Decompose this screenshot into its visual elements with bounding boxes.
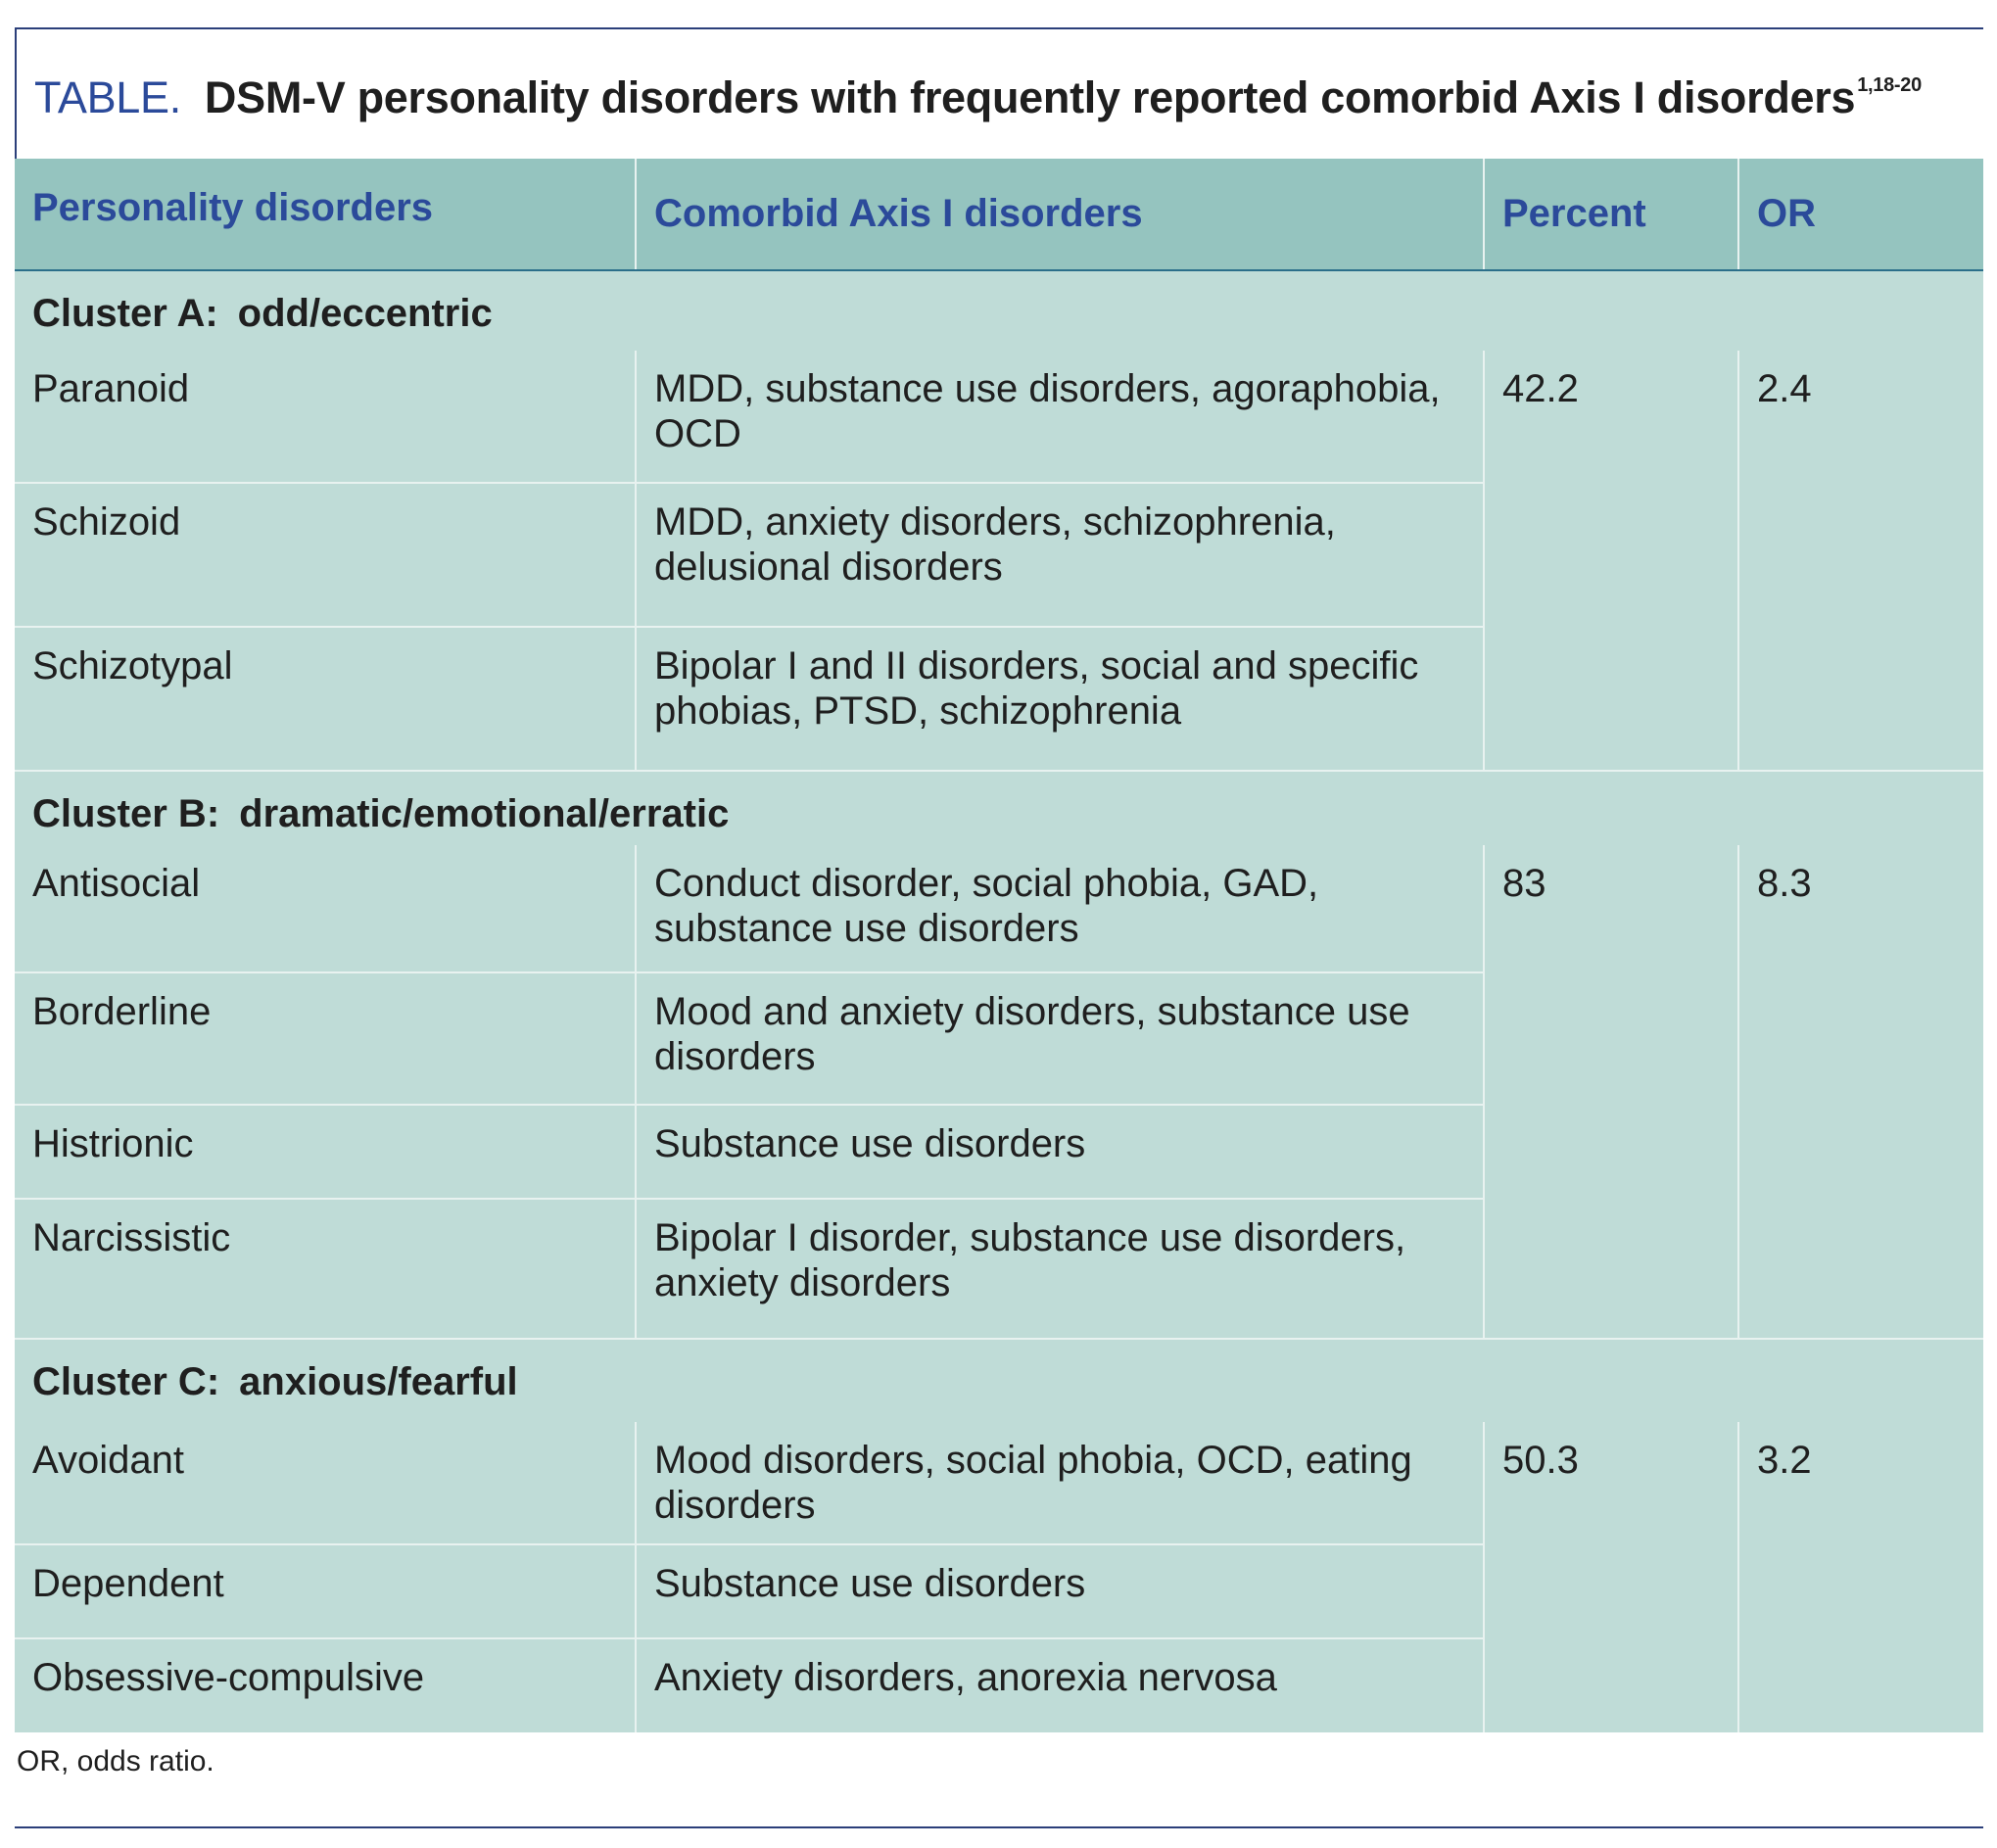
cluster-row-a: Cluster A: odd/eccentric — [15, 270, 1983, 351]
or-cell: 8.3 — [1738, 845, 1983, 1340]
comorbid-cell: Conduct disorder, social phobia, GAD, su… — [636, 845, 1485, 973]
table-row: Schizotypal Bipolar I and II disorders, … — [15, 627, 1983, 772]
header-personality-disorders: Personality disorders — [15, 159, 637, 271]
cluster-type: dramatic/emotional/erratic — [239, 792, 730, 835]
comorbidity-table: Personality disorders Comorbid Axis I di… — [15, 159, 1983, 1732]
cluster-row-c: Cluster C: anxious/fearful — [15, 1338, 1983, 1422]
disorder-cell: Dependent — [15, 1544, 637, 1639]
cluster-name: Cluster A: — [32, 292, 218, 335]
cluster-c-heading: Cluster C: anxious/fearful — [15, 1338, 1983, 1422]
percent-cell: 83 — [1484, 845, 1739, 1340]
table-row: Antisocial Conduct disorder, social phob… — [15, 845, 1983, 1340]
header-percent: Percent — [1484, 159, 1739, 271]
table-row: Paranoid MDD, substance use disorders, a… — [15, 351, 1983, 772]
header-comorbid: Comorbid Axis I disorders — [636, 159, 1485, 271]
title-box: TABLE. DSM-V personality disorders with f… — [15, 27, 1983, 159]
comorbid-cell: Mood and anxiety disorders, substance us… — [636, 972, 1485, 1106]
comorbid-cell: MDD, anxiety disorders, schizophrenia, d… — [636, 483, 1485, 628]
comorbid-cell: Anxiety disorders, anorexia nervosa — [636, 1638, 1485, 1732]
table-figure: TABLE. DSM-V personality disorders with f… — [15, 27, 1983, 1829]
disorder-cell: Histrionic — [15, 1105, 637, 1200]
cluster-b-heading: Cluster B: dramatic/emotional/erratic — [15, 771, 1983, 845]
table-row: Borderline Mood and anxiety disorders, s… — [15, 972, 1983, 1106]
cluster-row-b: Cluster B: dramatic/emotional/erratic — [15, 771, 1983, 845]
disorder-cell: Obsessive-compulsive — [15, 1638, 637, 1732]
comorbid-cell: Bipolar I and II disorders, social and s… — [636, 627, 1485, 772]
comorbid-cell: Substance use disorders — [636, 1105, 1485, 1200]
table-footnote: OR, odds ratio. — [17, 1745, 214, 1777]
disorder-cell: Avoidant — [15, 1422, 637, 1545]
comorbid-cell: MDD, substance use disorders, agoraphobi… — [636, 351, 1485, 484]
disorder-cell: Antisocial — [15, 845, 637, 973]
title-superscript: 1,18-20 — [1857, 74, 1922, 96]
percent-cell: 42.2 — [1484, 351, 1739, 772]
cluster-type: odd/eccentric — [237, 292, 493, 335]
or-cell: 3.2 — [1757, 1439, 1812, 1482]
table-row: Narcissistic Bipolar I disorder, substan… — [15, 1199, 1983, 1340]
disorder-cell: Paranoid — [15, 351, 637, 484]
header-or: OR — [1738, 159, 1983, 271]
table-row: Schizoid MDD, anxiety disorders, schizop… — [15, 483, 1983, 628]
cluster-a-heading: Cluster A: odd/eccentric — [15, 270, 1983, 351]
comorbid-cell: Mood disorders, social phobia, OCD, eati… — [636, 1422, 1485, 1545]
table-title-text: DSM-V personality disorders with frequen… — [204, 72, 1856, 122]
table-row: Avoidant Mood disorders, social phobia, … — [15, 1422, 1983, 1732]
table-title: TABLE. DSM-V personality disorders with f… — [34, 72, 1922, 123]
or-cell: 2.4 — [1738, 351, 1983, 772]
disorder-cell: Schizotypal — [15, 627, 637, 772]
disorder-cell: Narcissistic — [15, 1199, 637, 1340]
disorder-cell: Schizoid — [15, 483, 637, 628]
bottom-rule — [15, 1826, 1983, 1828]
cluster-name: Cluster C: — [32, 1360, 220, 1403]
cluster-name: Cluster B: — [32, 792, 220, 835]
comorbid-cell: Substance use disorders — [636, 1544, 1485, 1639]
percent-cell: 50.3 — [1484, 1422, 1739, 1732]
table-label: TABLE. — [34, 72, 181, 122]
table-row: Histrionic Substance use disorders — [15, 1105, 1983, 1200]
header-row: Personality disorders Comorbid Axis I di… — [15, 159, 1983, 271]
table-row: Obsessive-compulsive Anxiety disorders, … — [15, 1638, 1983, 1732]
table-row: Dependent Substance use disorders — [15, 1544, 1983, 1639]
comorbid-cell: Bipolar I disorder, substance use disord… — [636, 1199, 1485, 1340]
cluster-type: anxious/fearful — [239, 1360, 518, 1403]
disorder-cell: Borderline — [15, 972, 637, 1106]
